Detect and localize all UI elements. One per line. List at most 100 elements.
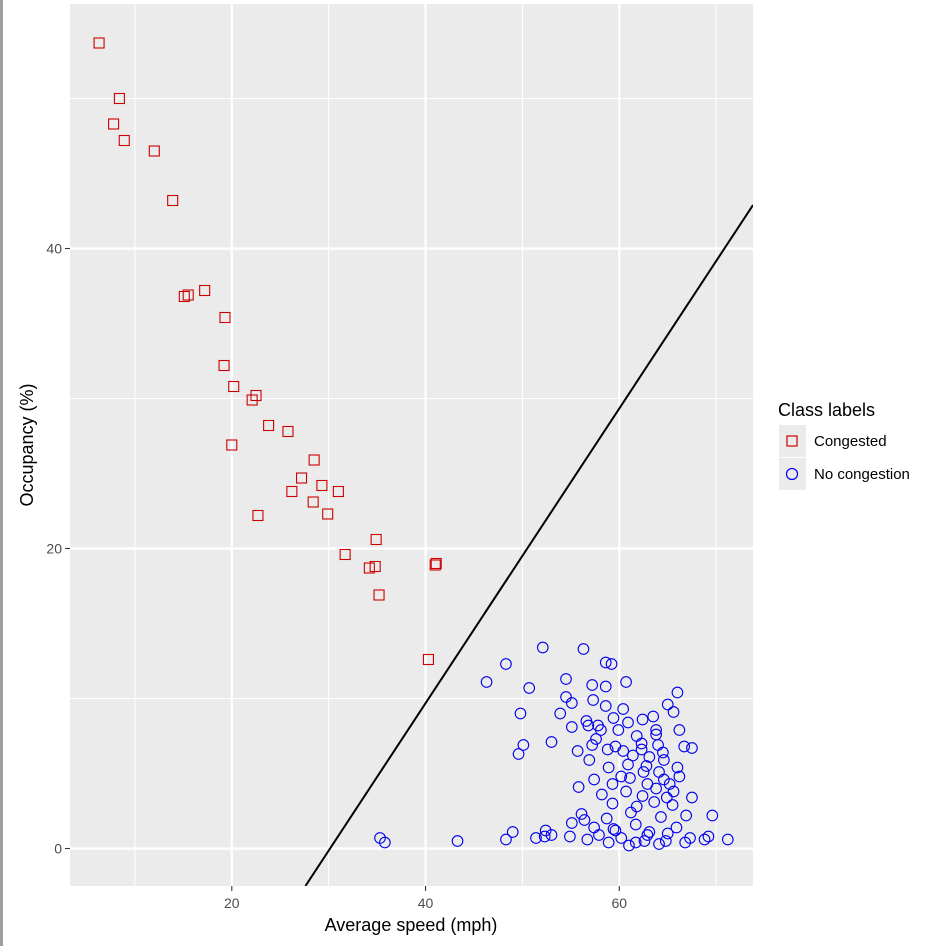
point-no-congestion-107 — [635, 737, 648, 750]
point-no-congestion-70 — [680, 809, 693, 822]
point-no-congestion-98 — [679, 836, 692, 849]
point-no-congestion-110 — [663, 778, 676, 790]
point-no-congestion-33 — [545, 736, 558, 748]
point-no-congestion-114 — [582, 719, 595, 732]
point-no-congestion-109 — [660, 791, 673, 804]
plot-panel — [70, 4, 753, 886]
point-congested-16 — [226, 439, 238, 451]
point-congested-9 — [219, 311, 231, 324]
point-no-congestion-62 — [630, 800, 643, 813]
point-no-congestion-87 — [500, 833, 512, 846]
point-congested-3 — [118, 134, 130, 147]
point-no-congestion-41 — [686, 742, 698, 754]
point-no-congestion-34 — [571, 745, 584, 757]
point-congested-31 — [373, 589, 385, 601]
legend-key-congested-bg — [779, 425, 806, 457]
point-no-congestion-36 — [601, 743, 614, 756]
y-tick-label-1: 20 — [46, 541, 62, 557]
point-no-congestion-8 — [523, 682, 536, 694]
point-no-congestion-116 — [627, 749, 639, 762]
point-congested-2 — [108, 118, 120, 130]
point-congested-8 — [199, 284, 211, 297]
point-no-congestion-80 — [641, 829, 654, 841]
point-no-congestion-48 — [671, 761, 684, 774]
point-no-congestion-44 — [602, 761, 615, 774]
point-no-congestion-5 — [480, 676, 493, 688]
point-no-congestion-49 — [588, 773, 600, 786]
point-no-congestion-77 — [670, 821, 683, 834]
point-no-congestion-83 — [702, 830, 715, 843]
point-no-congestion-85 — [379, 836, 391, 849]
point-no-congestion-106 — [615, 770, 628, 783]
legend-label-congested: Congested — [814, 433, 887, 450]
point-no-congestion-104 — [629, 836, 642, 849]
point-no-congestion-10 — [599, 680, 612, 693]
point-no-congestion-100 — [721, 833, 734, 846]
left-edge-border — [0, 0, 3, 946]
legend-key-no-congestion-bg — [779, 458, 806, 490]
point-no-congestion-47 — [658, 754, 670, 766]
point-no-congestion-108 — [643, 751, 656, 763]
point-no-congestion-4 — [605, 658, 618, 670]
point-no-congestion-38 — [635, 743, 648, 756]
point-no-congestion-28 — [612, 724, 625, 736]
point-congested-5 — [167, 194, 179, 207]
point-congested-22 — [307, 496, 319, 508]
point-congested-24 — [252, 509, 264, 522]
point-congested-14 — [263, 419, 275, 432]
point-no-congestion-56 — [596, 788, 608, 801]
point-no-congestion-112 — [595, 724, 607, 736]
point-congested-19 — [286, 485, 298, 498]
point-congested-6 — [178, 290, 190, 303]
y-tick-label-0: 0 — [54, 841, 62, 857]
point-no-congestion-51 — [624, 772, 636, 784]
point-no-congestion-31 — [673, 724, 686, 736]
point-no-congestion-35 — [586, 739, 599, 751]
point-no-congestion-72 — [565, 817, 578, 829]
point-no-congestion-16 — [617, 703, 630, 715]
point-congested-25 — [339, 548, 351, 561]
point-no-congestion-99 — [698, 833, 711, 846]
point-no-congestion-74 — [609, 824, 622, 837]
point-no-congestion-76 — [643, 826, 656, 838]
point-no-congestion-103 — [607, 823, 620, 835]
point-congested-10 — [218, 359, 230, 372]
point-no-congestion-9 — [586, 679, 599, 691]
point-congested-29 — [430, 557, 442, 570]
point-congested-28 — [369, 560, 381, 573]
point-no-congestion-24 — [647, 710, 660, 723]
point-no-congestion-19 — [554, 707, 567, 720]
point-no-congestion-79 — [615, 832, 628, 844]
point-no-congestion-15 — [599, 700, 612, 712]
legend-title: Class labels — [778, 400, 875, 420]
point-no-congestion-57 — [620, 785, 632, 798]
point-no-congestion-88 — [506, 826, 519, 838]
point-no-congestion-42 — [512, 748, 525, 760]
point-congested-0 — [93, 37, 105, 49]
point-congested-18 — [295, 472, 308, 484]
point-no-congestion-46 — [640, 760, 653, 772]
point-no-congestion-43 — [583, 754, 596, 766]
point-no-congestion-68 — [625, 806, 637, 819]
point-no-congestion-93 — [581, 833, 594, 846]
point-no-congestion-58 — [636, 790, 649, 802]
point-no-congestion-23 — [636, 713, 649, 726]
point-no-congestion-64 — [666, 799, 679, 811]
point-no-congestion-91 — [545, 829, 558, 841]
point-no-congestion-115 — [609, 740, 622, 753]
point-no-congestion-67 — [600, 812, 613, 825]
point-no-congestion-71 — [706, 809, 719, 822]
point-no-congestion-96 — [638, 835, 651, 847]
point-no-congestion-40 — [678, 740, 691, 753]
x-tick-label-0: 20 — [224, 895, 240, 911]
point-no-congestion-2 — [500, 658, 512, 670]
point-congested-30 — [429, 559, 441, 571]
point-congested-13 — [250, 389, 262, 402]
point-congested-17 — [308, 454, 320, 466]
point-no-congestion-86 — [451, 835, 464, 847]
y-tick-label-2: 40 — [46, 241, 62, 257]
point-no-congestion-81 — [661, 827, 674, 840]
point-no-congestion-90 — [539, 824, 552, 837]
point-no-congestion-69 — [655, 811, 667, 823]
